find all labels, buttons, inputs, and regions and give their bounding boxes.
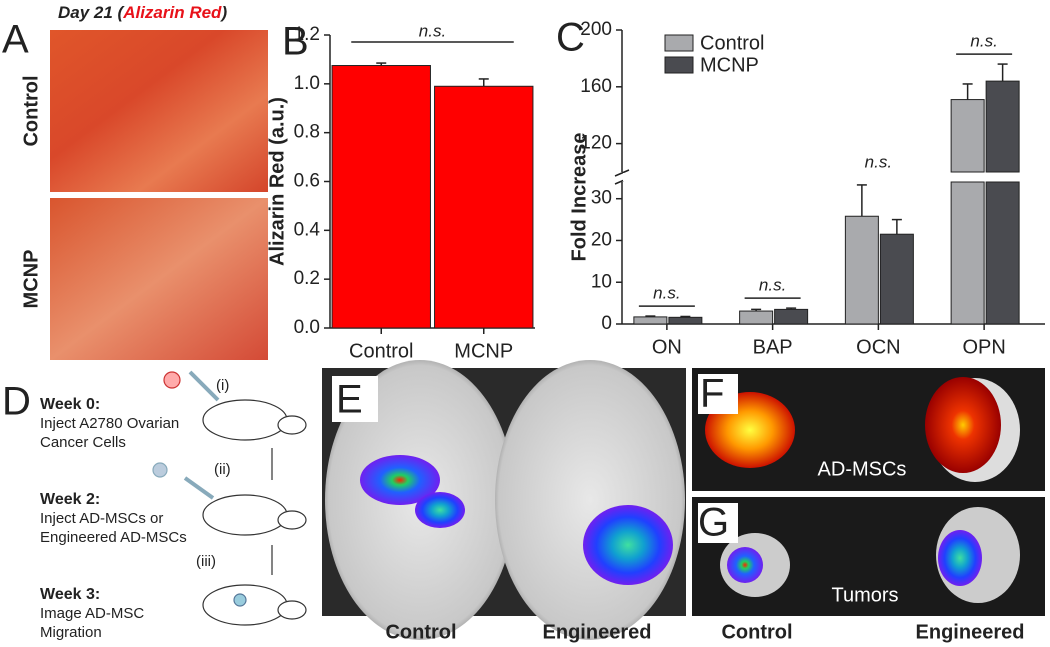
x-tick-label: OCN — [856, 336, 900, 358]
y-axis-title: Alizarin Red (a.u.) — [266, 97, 288, 266]
image-label: Engineered — [916, 621, 1025, 643]
y-tick-label: 0.2 — [294, 268, 320, 289]
significance-label: n.s. — [970, 32, 997, 51]
row-label: Control — [20, 75, 42, 146]
panel-label: D — [2, 380, 31, 424]
panel-label-box — [332, 376, 378, 422]
step-week: Week 3: — [40, 586, 100, 603]
bar — [331, 65, 431, 329]
panel-label-box — [698, 503, 738, 543]
panel-label: F — [700, 372, 724, 416]
legend-label: Control — [700, 32, 764, 54]
row-label: MCNP — [20, 250, 42, 309]
bar — [739, 310, 774, 325]
panel-label: G — [698, 501, 729, 545]
panel-label-box — [698, 374, 738, 414]
y-tick-label: 0.4 — [294, 219, 321, 240]
legend-label: MCNP — [700, 54, 759, 76]
signal — [938, 530, 982, 586]
y-axis-title: Fold Increase — [568, 133, 590, 262]
legend-swatch — [664, 34, 694, 52]
x-tick-label: ON — [652, 336, 682, 358]
y-tick-label: 0 — [601, 313, 612, 334]
y-tick-label: 200 — [580, 19, 612, 40]
y-tick-label: 120 — [580, 133, 612, 154]
step-text: Inject AD-MSCs or — [40, 510, 163, 527]
title-part: Day 21 ( — [58, 3, 126, 22]
title-part: ) — [219, 3, 227, 22]
signal — [925, 377, 1001, 473]
bar — [774, 308, 809, 325]
y-tick-label: 0.6 — [294, 171, 320, 192]
image-label: Engineered — [543, 621, 652, 643]
x-tick-label: MCNP — [454, 340, 513, 362]
axis-break-gap — [623, 173, 1046, 181]
mouse-engineered — [495, 360, 685, 640]
title-part: Alizarin Red — [122, 3, 222, 22]
schematic — [152, 370, 307, 626]
panel-label: A — [2, 18, 29, 62]
y-tick-label: 30 — [591, 188, 612, 209]
signal — [583, 505, 673, 585]
legend-swatch — [664, 56, 694, 74]
significance-label: n.s. — [419, 21, 446, 40]
panel-label: B — [282, 20, 309, 64]
significance-label: n.s. — [759, 276, 786, 295]
y-tick-label: 10 — [591, 271, 612, 292]
panel-label: E — [336, 378, 363, 422]
panel-label: C — [556, 16, 585, 60]
x-tick-label: Control — [349, 340, 413, 362]
y-tick-label: 0.8 — [294, 122, 320, 143]
bar — [879, 233, 914, 325]
image-label: AD-MSCs — [818, 458, 907, 480]
y-tick-label: 0.0 — [294, 317, 320, 338]
x-tick-label: OPN — [962, 336, 1005, 358]
step-text: Cancer Cells — [40, 434, 126, 451]
step-marker: (iii) — [196, 553, 216, 570]
y-tick-label: 160 — [580, 76, 612, 97]
significance-label: n.s. — [865, 152, 892, 171]
bar — [950, 99, 985, 173]
panel-a-title: Day 21 (Alizarin Red) — [58, 3, 227, 22]
axis-break — [614, 169, 630, 177]
image-label: Control — [721, 621, 792, 643]
bar — [668, 316, 703, 325]
signal — [415, 492, 465, 528]
image-label: Control — [385, 621, 456, 643]
step-text: Inject A2780 Ovarian — [40, 415, 179, 432]
y-tick-label: 1.0 — [294, 73, 320, 94]
y-tick-label: 20 — [591, 229, 612, 250]
significance-label: n.s. — [653, 284, 680, 303]
bar — [434, 85, 534, 329]
step-week: Week 0: — [40, 396, 100, 413]
bar — [985, 181, 1020, 325]
signal — [727, 547, 763, 583]
step-text: Migration — [40, 624, 102, 641]
x-tick-label: BAP — [753, 336, 793, 358]
step-text: Image AD-MSC — [40, 605, 144, 622]
step-text: Engineered AD-MSCs — [40, 529, 187, 546]
bar — [985, 80, 1020, 173]
step-marker: (i) — [216, 377, 229, 394]
mcnp-stain-image — [50, 198, 268, 360]
step-week: Week 2: — [40, 491, 100, 508]
signal — [360, 455, 440, 505]
y-tick-label: 1.2 — [294, 24, 320, 45]
image-label: Tumors — [831, 584, 898, 606]
bar — [950, 181, 985, 325]
bar — [633, 316, 668, 325]
bar — [844, 215, 879, 325]
step-marker: (ii) — [214, 461, 231, 478]
control-stain-image — [50, 30, 268, 192]
